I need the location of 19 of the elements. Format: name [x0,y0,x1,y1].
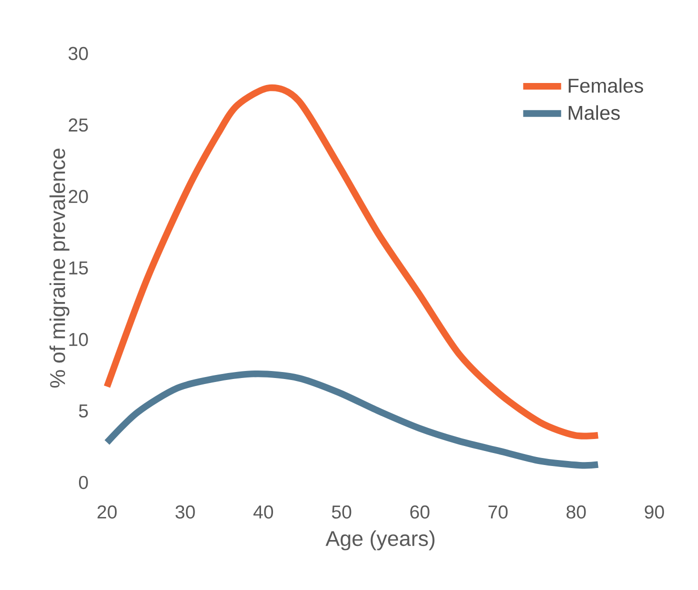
x-tick-label: 60 [410,505,430,519]
y-tick-label: 0 [78,476,88,490]
legend-label: Females [568,78,644,93]
y-tick-label: 10 [69,332,88,346]
y-tick-label: 5 [79,404,88,418]
y-axis-title: % of migraine prevalence [49,148,70,388]
y-tick-label: 25 [68,118,88,132]
legend-label: Males [568,105,620,120]
x-tick-label: 20 [98,505,117,519]
x-axis-title: Age (years) [326,530,434,550]
x-tick-label: 30 [176,505,195,519]
x-tick-label: 80 [566,505,586,519]
x-tick-label: 40 [253,505,274,519]
y-tick-label: 20 [68,190,88,204]
x-tick-label: 90 [644,505,664,519]
x-tick-label: 50 [332,505,352,519]
y-tick-label: 30 [68,46,88,60]
y-tick-label: 15 [69,261,88,275]
x-tick-label: 70 [488,505,508,519]
